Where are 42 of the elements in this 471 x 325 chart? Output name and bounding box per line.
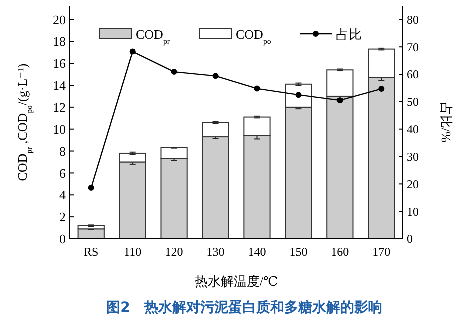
point <box>337 98 344 104</box>
legend-label: COD$_{po}$ <box>236 27 272 46</box>
point <box>130 48 136 55</box>
y2-tick-label: 50 <box>407 95 419 110</box>
y-tick-label: 10 <box>53 122 66 137</box>
x-tick-label: 120 <box>165 245 184 259</box>
y2-tick-label: 0 <box>407 232 413 246</box>
y-tick-label: 16 <box>53 56 66 72</box>
y2-tick-label: 30 <box>407 150 419 164</box>
y-tick-label: 0 <box>60 232 66 247</box>
x-tick-label: 130 <box>206 245 225 259</box>
point <box>296 92 302 98</box>
y2-tick-label: 20 <box>407 177 419 192</box>
y2-tick-label: 70 <box>407 40 419 54</box>
y2-tick-label: 80 <box>407 12 419 27</box>
y2-tick-label: 60 <box>407 68 419 82</box>
x-tick-label: 150 <box>290 245 308 259</box>
point <box>378 86 385 92</box>
point <box>254 86 260 92</box>
x-tick-label: RS <box>84 245 99 259</box>
y-tick-label: 20 <box>53 12 66 28</box>
x-tick-label: 160 <box>331 245 350 259</box>
y-tick-label: 4 <box>60 188 66 203</box>
x-tick-label: 110 <box>124 245 142 259</box>
text: 图2 热水解对污泥蛋白质和多糖水解的影响 <box>106 299 382 316</box>
y-tick-label: 6 <box>60 166 66 181</box>
x-axis-title: 热水解温度/℃ <box>194 274 278 289</box>
point <box>88 185 94 192</box>
y-tick-label: 18 <box>53 34 66 50</box>
x-tick-label: 170 <box>372 245 391 259</box>
y-tick-label: 14 <box>53 78 66 94</box>
y2-tick-label: 10 <box>407 204 419 219</box>
point <box>171 69 178 76</box>
y2-axis-title: 占比/% <box>439 102 454 143</box>
y-tick-label: 8 <box>60 144 66 159</box>
point <box>212 73 219 80</box>
y-tick-label: 2 <box>60 210 66 225</box>
legend-label: 占比 <box>336 27 362 42</box>
legend-label: COD$_{pr}$ <box>136 27 170 46</box>
y-tick-label: 12 <box>53 100 66 115</box>
y2-tick-label: 40 <box>407 122 419 137</box>
x-tick-label: 140 <box>248 245 266 259</box>
